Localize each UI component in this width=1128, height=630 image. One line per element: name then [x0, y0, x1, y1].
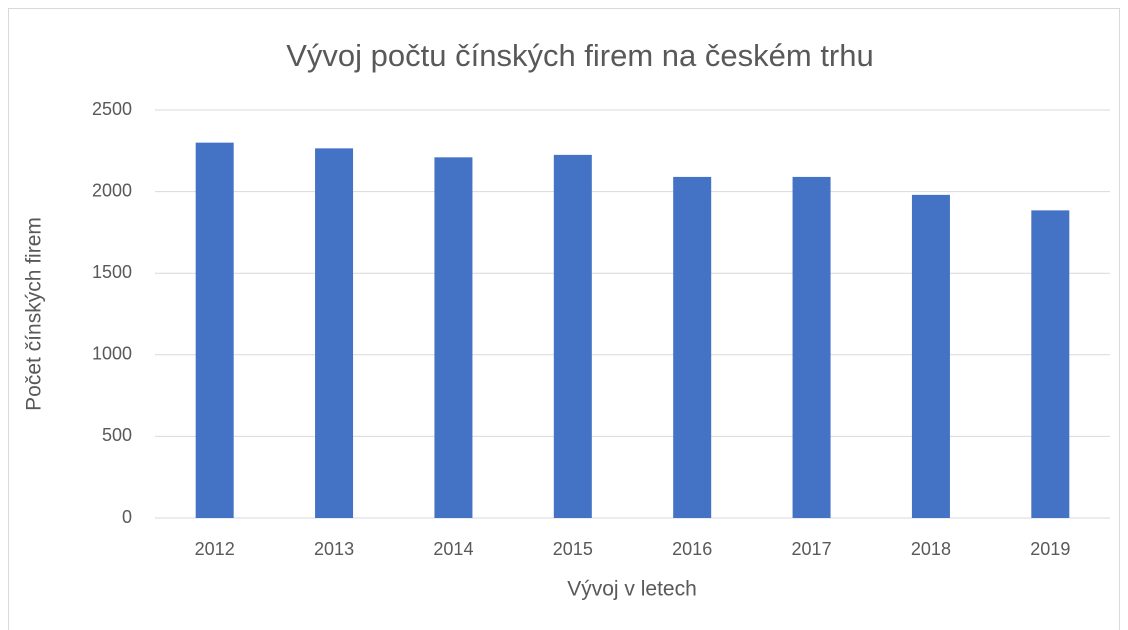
y-tick-label: 500: [102, 425, 132, 445]
x-tick-label: 2013: [314, 539, 354, 559]
y-tick-label: 2000: [92, 180, 132, 200]
x-tick-label: 2017: [792, 539, 832, 559]
chart-title: Vývoj počtu čínských firem na českém trh…: [286, 38, 874, 73]
bar: [315, 148, 354, 519]
bar: [434, 157, 473, 518]
bar: [1031, 210, 1070, 519]
bar: [673, 176, 712, 519]
x-tick-label: 2019: [1030, 539, 1070, 559]
y-tick-label: 1000: [92, 344, 132, 364]
x-tick-label: 2015: [553, 539, 593, 559]
y-tick-label: 1500: [92, 262, 132, 282]
bar: [553, 154, 592, 518]
bar: [792, 176, 831, 519]
y-tick-label: 0: [122, 507, 132, 527]
bar: [911, 194, 950, 518]
x-tick-label: 2016: [672, 539, 712, 559]
x-tick-label: 2012: [195, 539, 235, 559]
x-tick-label: 2014: [433, 539, 473, 559]
bar: [195, 142, 234, 518]
x-tick-label: 2018: [911, 539, 951, 559]
y-tick-label: 2500: [92, 99, 132, 119]
x-axis-title: Vývoj v letech: [567, 578, 697, 601]
y-axis-title: Počet čínských firem: [23, 217, 46, 411]
